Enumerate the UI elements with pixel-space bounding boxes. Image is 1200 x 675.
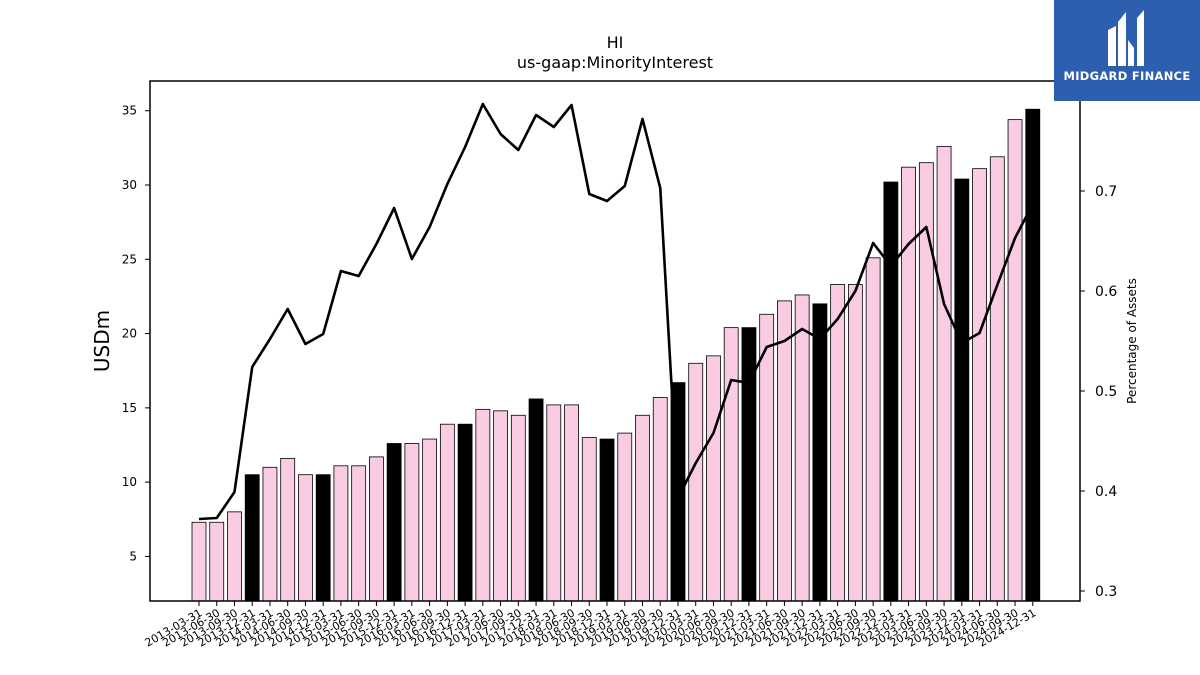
chart-subtitle: us-gaap:MinorityInterest bbox=[517, 53, 713, 72]
bar bbox=[989, 156, 1005, 602]
bar bbox=[227, 511, 242, 602]
bar bbox=[404, 443, 420, 602]
bar bbox=[457, 423, 473, 602]
bar bbox=[439, 423, 455, 602]
bar bbox=[883, 181, 899, 602]
bar bbox=[564, 404, 579, 602]
bar-series bbox=[191, 108, 1041, 602]
y-tick-label: 25 bbox=[122, 252, 137, 266]
bar bbox=[652, 397, 668, 602]
bar bbox=[1025, 108, 1041, 602]
y-tick-label: 5 bbox=[129, 549, 137, 563]
bar bbox=[901, 166, 916, 602]
y-axis-left: 5 10 15 20 25 30 35 bbox=[122, 104, 150, 563]
bar bbox=[972, 168, 987, 602]
bar bbox=[510, 414, 526, 602]
bar bbox=[812, 303, 828, 602]
bar bbox=[777, 300, 792, 602]
chart-title: HI bbox=[607, 33, 624, 52]
y-tick-label: 35 bbox=[122, 104, 137, 118]
bar bbox=[1007, 119, 1023, 602]
bar bbox=[723, 327, 739, 602]
bar bbox=[635, 414, 650, 602]
y-axis-label: USDm bbox=[90, 310, 114, 372]
bar bbox=[422, 438, 438, 602]
bar bbox=[191, 521, 207, 602]
bar bbox=[936, 145, 952, 602]
y-tick-label: 10 bbox=[122, 475, 137, 489]
midgard-logo-icon bbox=[1108, 10, 1144, 66]
bar bbox=[581, 437, 597, 602]
bar bbox=[209, 521, 225, 602]
bar bbox=[847, 284, 863, 602]
bar bbox=[954, 178, 970, 602]
bar bbox=[333, 465, 349, 602]
bar bbox=[280, 457, 296, 602]
y-tick-label: 30 bbox=[122, 178, 137, 192]
brand-logo: MIDGARD FINANCE bbox=[1054, 0, 1200, 101]
bar bbox=[351, 465, 367, 602]
y2-tick-label: 0.6 bbox=[1095, 284, 1117, 300]
bar bbox=[546, 404, 562, 602]
y-axis-right: 0.3 0.4 0.5 0.6 0.7 bbox=[1080, 184, 1117, 600]
bar bbox=[493, 410, 508, 602]
bar bbox=[528, 398, 544, 602]
bar bbox=[599, 438, 615, 602]
bar bbox=[706, 355, 721, 602]
bar bbox=[298, 474, 313, 602]
bar bbox=[386, 443, 402, 602]
bar bbox=[865, 257, 881, 602]
plot-frame bbox=[149, 80, 1081, 602]
y-tick-label: 20 bbox=[122, 327, 137, 341]
bar bbox=[262, 466, 278, 602]
bar bbox=[244, 474, 260, 602]
y2-tick-label: 0.5 bbox=[1095, 384, 1117, 400]
y2-tick-label: 0.4 bbox=[1095, 484, 1117, 500]
percentage-line bbox=[198, 102, 1034, 521]
line-series bbox=[198, 102, 1034, 521]
bar bbox=[475, 408, 491, 602]
bar bbox=[315, 474, 331, 602]
bar bbox=[741, 327, 757, 602]
x-axis: 2013-03-312013-06-302013-09-302013-12-31… bbox=[143, 601, 1038, 650]
bar bbox=[617, 432, 633, 602]
bar bbox=[794, 294, 810, 602]
bar bbox=[688, 362, 704, 602]
bar bbox=[830, 284, 846, 602]
bar bbox=[368, 456, 384, 602]
brand-name: MIDGARD FINANCE bbox=[1063, 69, 1191, 83]
y2-tick-label: 0.3 bbox=[1095, 584, 1117, 600]
y2-axis-label: Percentage of Assets bbox=[1125, 278, 1139, 404]
y2-tick-label: 0.7 bbox=[1095, 184, 1117, 200]
y-tick-label: 15 bbox=[122, 401, 137, 415]
